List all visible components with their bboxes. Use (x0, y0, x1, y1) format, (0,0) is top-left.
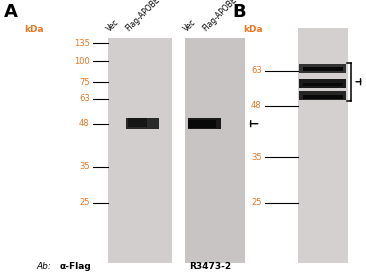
Bar (185, 38, 245, 263)
Text: 48: 48 (79, 119, 90, 128)
Text: kDa: kDa (243, 25, 263, 34)
Text: kDa: kDa (24, 25, 44, 34)
Text: 25: 25 (79, 198, 90, 207)
Bar (303, 83, 343, 86)
Bar (128, 118, 147, 127)
Text: 35: 35 (251, 153, 262, 162)
Bar (303, 67, 343, 71)
Text: R3473-2: R3473-2 (189, 262, 232, 271)
Bar (108, 38, 172, 263)
Bar (299, 79, 346, 88)
Text: 75: 75 (79, 78, 90, 86)
Text: 135: 135 (74, 39, 90, 48)
Text: 100: 100 (74, 57, 90, 66)
Text: Flag-APOBEC3: Flag-APOBEC3 (124, 0, 169, 33)
Text: Flag-APOBEC3: Flag-APOBEC3 (201, 0, 246, 33)
Text: B: B (232, 3, 246, 21)
Bar (299, 64, 346, 73)
Bar (299, 91, 346, 100)
Text: 63: 63 (251, 66, 262, 75)
Text: 63: 63 (79, 94, 90, 103)
Text: 25: 25 (251, 198, 262, 207)
Bar (303, 95, 343, 99)
Bar (298, 28, 348, 263)
Bar (188, 120, 217, 128)
Text: 35: 35 (79, 162, 90, 171)
Text: Vec: Vec (182, 18, 198, 33)
Text: 48: 48 (251, 101, 262, 110)
Text: Vec: Vec (105, 18, 121, 33)
Text: α-Flag: α-Flag (59, 262, 91, 271)
Bar (126, 118, 159, 129)
Text: Ab:: Ab: (37, 262, 52, 271)
Bar (188, 118, 221, 129)
Text: A: A (4, 3, 18, 21)
